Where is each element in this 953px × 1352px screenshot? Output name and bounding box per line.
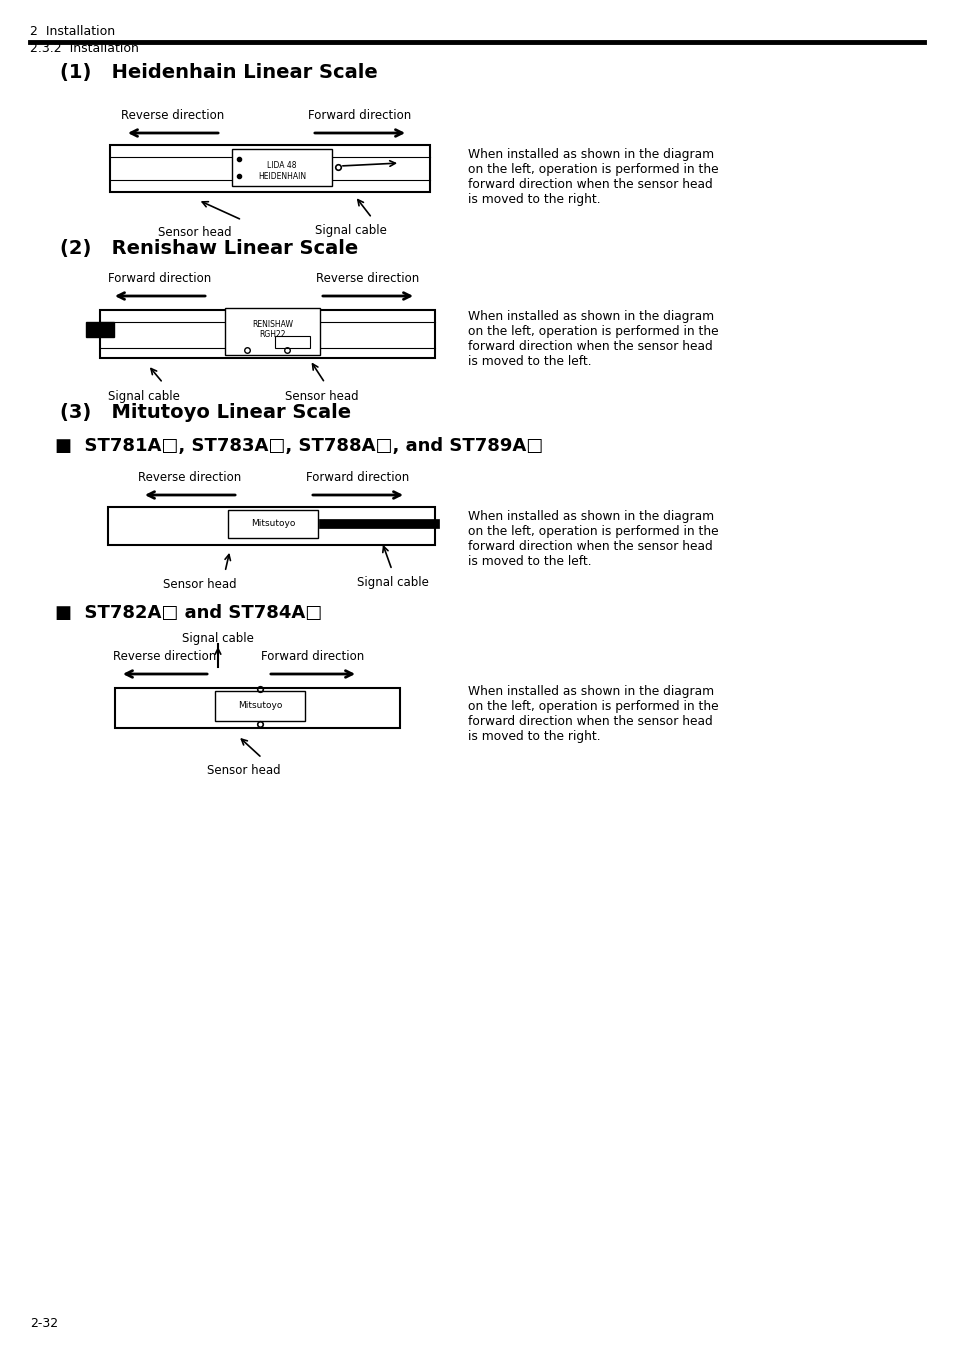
Text: (3)   Mitutoyo Linear Scale: (3) Mitutoyo Linear Scale	[60, 403, 351, 422]
Text: Signal cable: Signal cable	[108, 389, 180, 403]
Text: RENISHAW: RENISHAW	[252, 320, 293, 329]
Text: Forward direction: Forward direction	[261, 650, 364, 662]
Text: Reverse direction: Reverse direction	[316, 272, 419, 285]
Text: Signal cable: Signal cable	[182, 631, 253, 645]
Bar	[225, 308, 319, 356]
Text: Signal cable: Signal cable	[356, 576, 429, 589]
Bar	[228, 510, 317, 538]
Text: Reverse direction: Reverse direction	[138, 470, 241, 484]
Bar	[214, 691, 305, 721]
Text: Forward direction: Forward direction	[308, 110, 411, 122]
Bar	[110, 145, 430, 192]
Bar	[108, 507, 435, 545]
Text: 2-32: 2-32	[30, 1317, 58, 1330]
Text: 2  Installation: 2 Installation	[30, 24, 115, 38]
Text: When installed as shown in the diagram
on the left, operation is performed in th: When installed as shown in the diagram o…	[468, 310, 718, 368]
Text: Mitsutoyo: Mitsutoyo	[251, 519, 294, 529]
Text: (2)   Renishaw Linear Scale: (2) Renishaw Linear Scale	[60, 239, 358, 258]
Bar	[86, 322, 113, 337]
Text: LIDA 48: LIDA 48	[267, 161, 296, 170]
Text: Sensor head: Sensor head	[163, 579, 236, 591]
Text: When installed as shown in the diagram
on the left, operation is performed in th: When installed as shown in the diagram o…	[468, 147, 718, 206]
Text: RGH22: RGH22	[259, 330, 286, 339]
Bar	[274, 337, 310, 347]
Text: HEIDENHAIN: HEIDENHAIN	[257, 172, 306, 181]
Text: When installed as shown in the diagram
on the left, operation is performed in th: When installed as shown in the diagram o…	[468, 685, 718, 744]
Text: Signal cable: Signal cable	[314, 224, 387, 237]
Bar	[100, 310, 435, 358]
Text: Mitsutoyo: Mitsutoyo	[237, 702, 282, 711]
Text: Reverse direction: Reverse direction	[113, 650, 216, 662]
Text: Reverse direction: Reverse direction	[121, 110, 224, 122]
Text: Forward direction: Forward direction	[109, 272, 212, 285]
Text: 2.3.2  Installation: 2.3.2 Installation	[30, 42, 139, 55]
Text: When installed as shown in the diagram
on the left, operation is performed in th: When installed as shown in the diagram o…	[468, 510, 718, 568]
Text: Sensor head: Sensor head	[285, 389, 358, 403]
Text: Forward direction: Forward direction	[306, 470, 409, 484]
Text: Sensor head: Sensor head	[158, 226, 232, 239]
Bar	[232, 149, 332, 187]
Text: (1)   Heidenhain Linear Scale: (1) Heidenhain Linear Scale	[60, 64, 377, 82]
Text: Sensor head: Sensor head	[207, 764, 280, 777]
Bar	[115, 688, 399, 727]
Text: ■  ST782A□ and ST784A□: ■ ST782A□ and ST784A□	[55, 604, 322, 622]
Text: ■  ST781A□, ST783A□, ST788A□, and ST789A□: ■ ST781A□, ST783A□, ST788A□, and ST789A□	[55, 437, 542, 456]
